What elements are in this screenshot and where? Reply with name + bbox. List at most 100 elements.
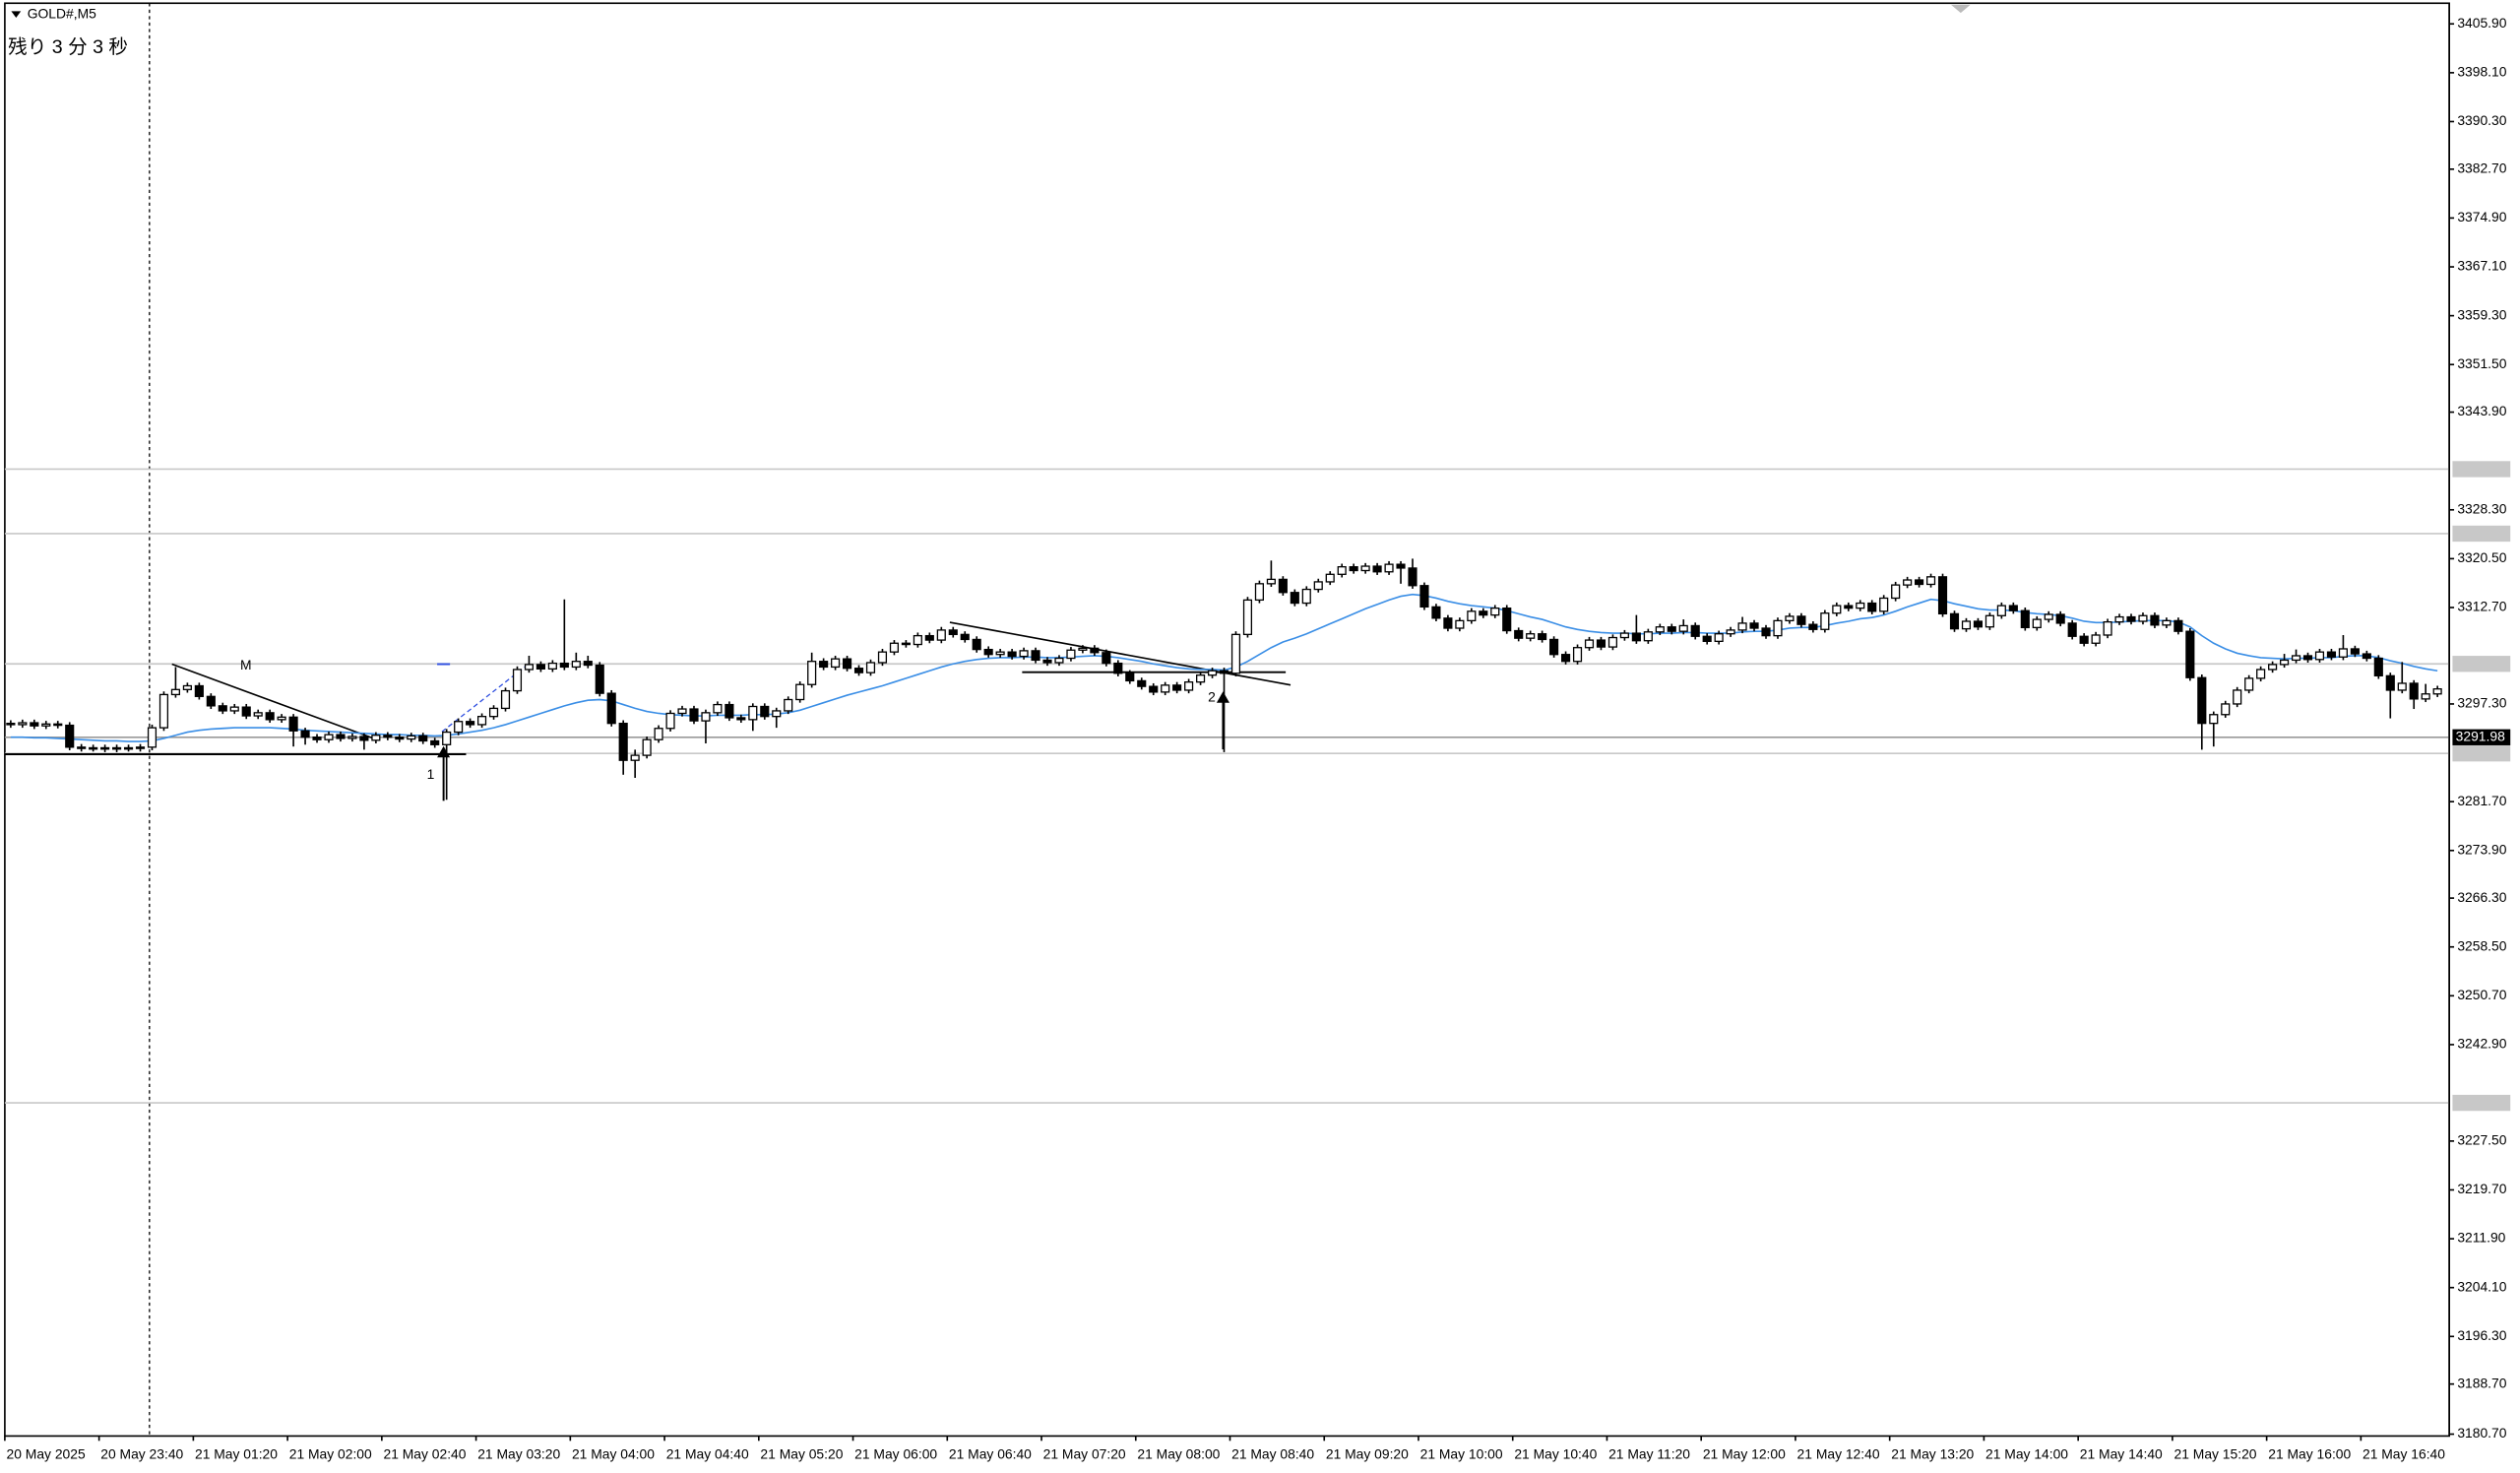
candle-body-up — [324, 734, 334, 740]
y-tick-label: 3196.30 — [2457, 1327, 2506, 1343]
candle-body-up — [277, 716, 286, 721]
candle-body-up — [2268, 664, 2278, 671]
price-tag — [2452, 729, 2511, 745]
candle-body-down — [2185, 630, 2195, 678]
candle-body-up — [500, 689, 511, 710]
candle-body-up — [371, 735, 381, 741]
x-tick-label: 21 May 09:20 — [1326, 1446, 1409, 1462]
candle-body-up — [1207, 670, 1218, 676]
candle-body-down — [2326, 651, 2337, 658]
candle-body-down — [924, 634, 934, 641]
candle-body-up — [1572, 647, 1583, 663]
candle-body-down — [760, 705, 770, 718]
candle-body-down — [336, 734, 346, 739]
symbol-menu[interactable] — [11, 11, 22, 18]
candle-body-up — [1230, 633, 1241, 674]
candle-body-down — [1514, 629, 1524, 639]
candle-body-up — [41, 723, 51, 727]
x-tick-label: 21 May 06:40 — [949, 1446, 1032, 1462]
candle-body-down — [6, 723, 16, 726]
candle-body-up — [2103, 620, 2112, 636]
candle-body-up — [2138, 614, 2148, 622]
candle-body-up — [1726, 629, 1735, 635]
candle-body-up — [1337, 566, 1347, 575]
y-tick-label: 3405.90 — [2457, 15, 2506, 31]
y-tick-label: 3250.70 — [2457, 987, 2506, 1002]
y-tick-label: 3204.10 — [2457, 1278, 2506, 1294]
x-tick-label: 21 May 02:40 — [383, 1446, 466, 1462]
candle-body-down — [2197, 676, 2207, 725]
y-tick-label: 3266.30 — [2457, 889, 2506, 905]
candle-body-up — [995, 651, 1005, 656]
candle-body-down — [736, 717, 746, 721]
candle-body-down — [689, 708, 699, 722]
candle-body-up — [2291, 655, 2301, 662]
candle-body-down — [218, 705, 227, 712]
candle-body-up — [1820, 612, 1830, 630]
candle-body-down — [65, 724, 75, 748]
candle-body-up — [1266, 578, 1276, 585]
candle-body-down — [1090, 647, 1100, 654]
candle-body-up — [865, 662, 876, 673]
candle-body-up — [1313, 581, 1323, 591]
candle-body-down — [312, 736, 322, 740]
x-tick-label: 21 May 16:40 — [2362, 1446, 2445, 1462]
candle-body-up — [748, 705, 758, 721]
x-tick-label: 21 May 12:40 — [1797, 1446, 1880, 1462]
candle-body-down — [300, 730, 310, 738]
candle-body-down — [123, 746, 134, 750]
candle-body-up — [512, 669, 523, 692]
candle-body-up — [1961, 620, 1972, 630]
axes: 3180.70 3188.70 3196.30 3204.10 3211.90 3219.… — [4, 3, 2511, 1462]
candle-body-up — [1490, 607, 1500, 616]
candle-body-down — [241, 706, 251, 717]
y-tick-label: 3390.30 — [2457, 112, 2506, 128]
candle-body-down — [1278, 578, 1288, 594]
trend-line — [171, 663, 374, 739]
candle-body-up — [831, 658, 841, 669]
price-label: 3291.98 — [2456, 728, 2505, 743]
candle-body-down — [819, 661, 829, 669]
candle-body-up — [654, 728, 663, 740]
x-tick-label: 21 May 07:20 — [1043, 1446, 1126, 1462]
candle-body-down — [1042, 659, 1052, 664]
candle-body-down — [466, 721, 475, 726]
candle-body-up — [2256, 669, 2266, 679]
candle-body-down — [1431, 606, 1441, 619]
candle-body-down — [2385, 674, 2395, 691]
y-tick-label: 3188.70 — [2457, 1375, 2506, 1390]
candle-body-down — [1031, 650, 1040, 662]
candle-body-up — [2432, 688, 2442, 695]
candle-body-up — [2221, 703, 2231, 716]
x-tick-label: 21 May 14:40 — [2080, 1446, 2163, 1462]
candle-body-down — [1561, 654, 1571, 663]
candle-body-down — [1937, 576, 1948, 615]
countdown: 残り 3 分 3 秒 — [8, 36, 128, 58]
candle-body-up — [253, 712, 263, 717]
signal-line — [441, 662, 532, 733]
candle-body-up — [1714, 633, 1724, 643]
candle-body-down — [1549, 638, 1559, 656]
arrow-head — [1216, 691, 1229, 703]
x-tick-label: 21 May 08:00 — [1137, 1446, 1220, 1462]
candle-body-up — [1773, 619, 1783, 637]
candle-body-down — [2126, 615, 2136, 622]
candle-body-down — [595, 664, 604, 694]
candle-body-up — [1455, 619, 1465, 629]
candle-body-down — [1749, 622, 1759, 629]
y-tick-label: 3281.70 — [2457, 793, 2506, 808]
candle-body-up — [1184, 681, 1194, 691]
candle-body-up — [2209, 714, 2219, 725]
candle-body-up — [784, 698, 793, 712]
candle-body-down — [842, 658, 852, 670]
y-tick-label: 3219.70 — [2457, 1181, 2506, 1196]
y-tick-label: 3367.10 — [2457, 258, 2506, 274]
candle-body-down — [1408, 567, 1418, 587]
candle-body-up — [677, 708, 687, 715]
candle-body-down — [1137, 679, 1147, 687]
candle-body-up — [2244, 677, 2254, 691]
candle-body-up — [1996, 605, 2006, 616]
candle-body-down — [1479, 610, 1488, 616]
x-tick-label: 21 May 06:00 — [854, 1446, 937, 1462]
candle-body-down — [2350, 648, 2360, 655]
